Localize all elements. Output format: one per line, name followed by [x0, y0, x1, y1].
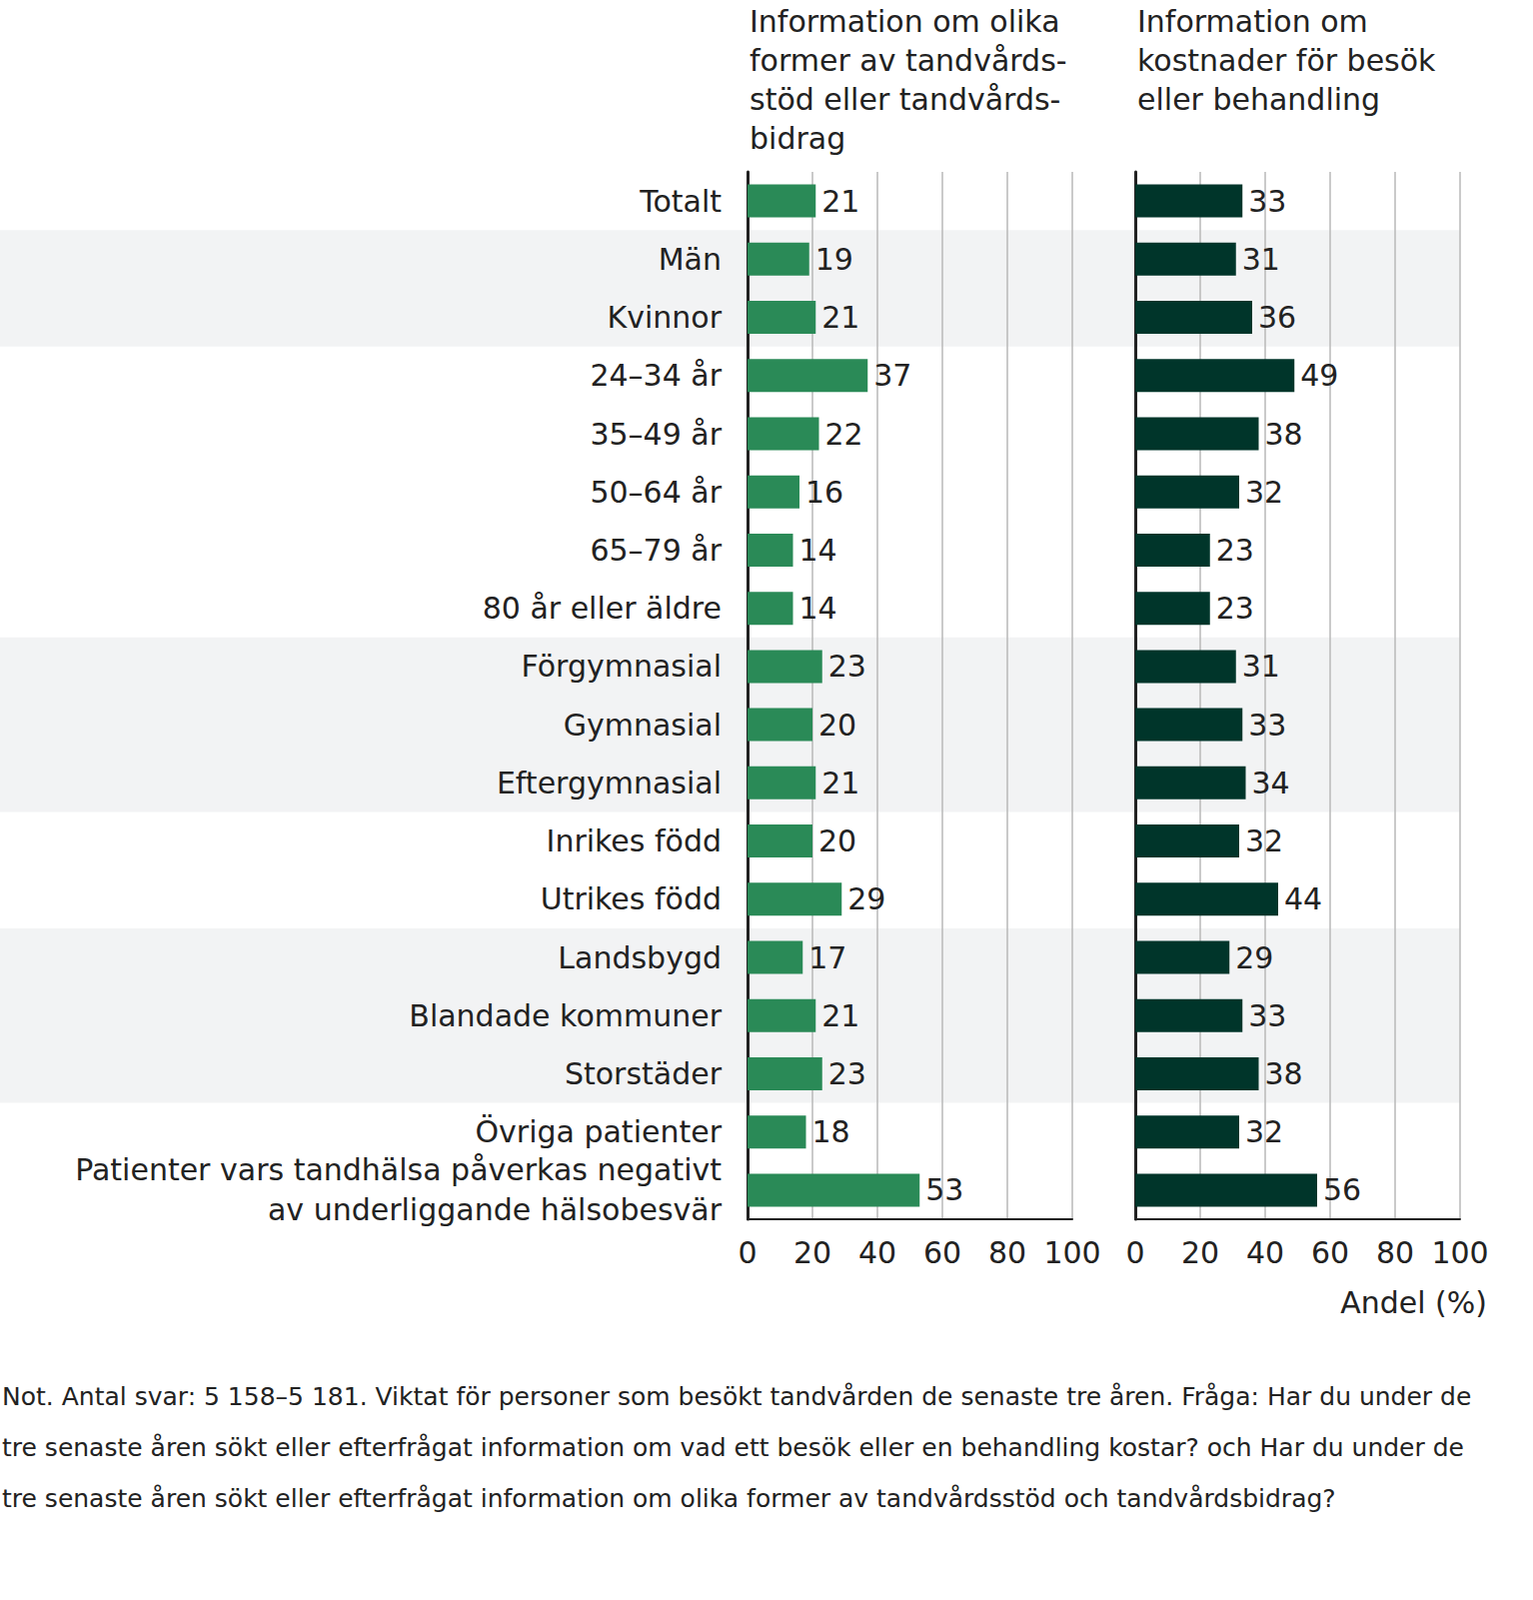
svg-text:Inrikes född: Inrikes född	[546, 823, 722, 859]
svg-text:23: 23	[1216, 532, 1255, 568]
svg-text:20: 20	[1181, 1235, 1220, 1271]
svg-text:Eftergymnasial: Eftergymnasial	[496, 765, 722, 801]
svg-text:49: 49	[1300, 357, 1339, 393]
svg-text:44: 44	[1284, 881, 1323, 917]
svg-text:Storstäder: Storstäder	[564, 1056, 723, 1092]
svg-text:100: 100	[1431, 1235, 1489, 1271]
svg-text:20: 20	[818, 707, 857, 743]
svg-text:21: 21	[821, 998, 860, 1034]
svg-text:Information om: Information om	[1137, 3, 1369, 39]
svg-text:Män: Män	[658, 241, 722, 277]
svg-text:22: 22	[825, 416, 864, 452]
svg-text:eller behandling: eller behandling	[1137, 81, 1381, 117]
svg-text:16: 16	[805, 474, 844, 510]
svg-text:38: 38	[1265, 416, 1304, 452]
svg-text:Utrikes född: Utrikes född	[540, 881, 722, 917]
svg-text:29: 29	[1235, 940, 1274, 976]
svg-text:Blandade kommuner: Blandade kommuner	[408, 998, 722, 1034]
svg-text:21: 21	[821, 299, 860, 335]
svg-text:0: 0	[737, 1235, 757, 1271]
svg-text:32: 32	[1245, 1114, 1284, 1150]
svg-text:38: 38	[1265, 1056, 1304, 1092]
svg-text:24–34 år: 24–34 år	[589, 357, 722, 393]
svg-text:former av tandvårds-: former av tandvårds-	[749, 42, 1068, 78]
svg-text:33: 33	[1248, 998, 1287, 1034]
svg-text:20: 20	[818, 823, 857, 859]
svg-text:21: 21	[821, 765, 860, 801]
svg-text:Kvinnor: Kvinnor	[607, 299, 723, 335]
svg-text:53: 53	[925, 1172, 964, 1208]
svg-text:60: 60	[1311, 1235, 1350, 1271]
svg-text:kostnader för besök: kostnader för besök	[1137, 42, 1437, 78]
svg-text:19: 19	[815, 241, 854, 277]
svg-text:Patienter vars tandhälsa påver: Patienter vars tandhälsa påverkas negati…	[74, 1152, 722, 1188]
svg-text:100: 100	[1043, 1235, 1101, 1271]
svg-text:60: 60	[923, 1235, 962, 1271]
svg-text:0: 0	[1125, 1235, 1145, 1271]
html-text:Not. Antal svar: 5 158–5 181.: Not. Antal svar: 5 158–5 181. Viktat för…	[1, 1382, 1472, 1514]
svg-text:bidrag: bidrag	[749, 120, 846, 156]
svg-text:17: 17	[808, 940, 847, 976]
svg-text:31: 31	[1242, 241, 1281, 277]
svg-text:50–64 år: 50–64 år	[589, 474, 722, 510]
svg-text:14: 14	[799, 590, 838, 626]
svg-text:29: 29	[847, 881, 886, 917]
svg-text:80: 80	[1376, 1235, 1415, 1271]
svg-text:33: 33	[1248, 707, 1287, 743]
svg-text:20: 20	[793, 1235, 832, 1271]
svg-text:33: 33	[1248, 183, 1287, 219]
svg-text:Övriga patienter: Övriga patienter	[474, 1114, 722, 1150]
svg-text:Förgymnasial: Förgymnasial	[521, 648, 722, 684]
svg-text:Totalt: Totalt	[638, 183, 722, 219]
svg-text:34: 34	[1252, 765, 1291, 801]
svg-text:21: 21	[821, 183, 860, 219]
svg-text:32: 32	[1245, 474, 1284, 510]
svg-text:av underliggande hälsobesvär: av underliggande hälsobesvär	[267, 1192, 723, 1228]
svg-text:37: 37	[873, 357, 912, 393]
svg-text:23: 23	[828, 1056, 867, 1092]
svg-text:14: 14	[799, 532, 838, 568]
svg-text:Information om olika: Information om olika	[749, 3, 1061, 39]
svg-text:56: 56	[1323, 1172, 1362, 1208]
svg-text:23: 23	[1216, 590, 1255, 626]
svg-text:40: 40	[1246, 1235, 1285, 1271]
svg-text:80: 80	[988, 1235, 1027, 1271]
svg-text:32: 32	[1245, 823, 1284, 859]
svg-text:36: 36	[1258, 299, 1297, 335]
svg-text:40: 40	[858, 1235, 897, 1271]
svg-text:Gymnasial: Gymnasial	[563, 707, 722, 743]
svg-text:Landsbygd: Landsbygd	[557, 940, 722, 976]
svg-text:23: 23	[828, 648, 867, 684]
svg-text:Andel (%): Andel (%)	[1340, 1285, 1488, 1321]
svg-text:80 år eller äldre: 80 år eller äldre	[482, 590, 722, 626]
svg-text:stöd eller tandvårds-: stöd eller tandvårds-	[749, 81, 1061, 117]
svg-text:31: 31	[1242, 648, 1281, 684]
svg-text:35–49 år: 35–49 år	[589, 416, 722, 452]
svg-text:18: 18	[812, 1114, 851, 1150]
svg-text:65–79 år: 65–79 år	[589, 532, 722, 568]
